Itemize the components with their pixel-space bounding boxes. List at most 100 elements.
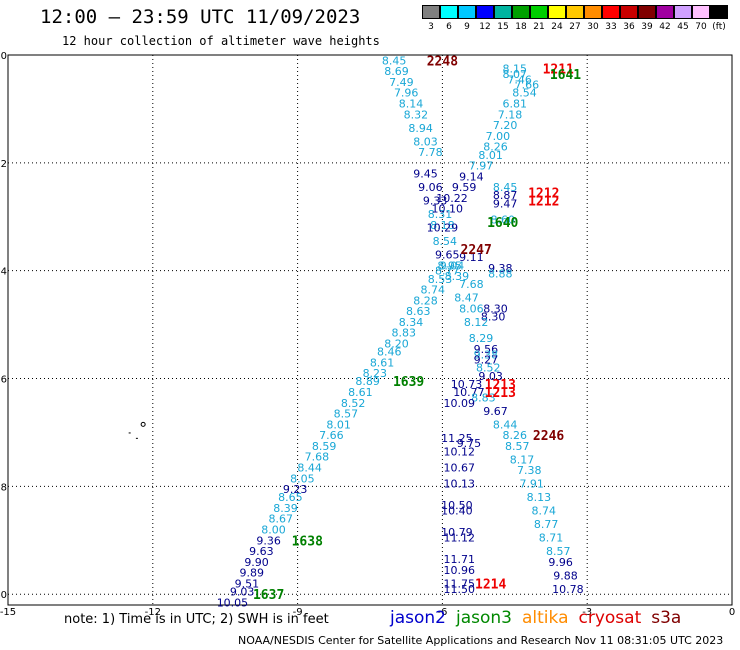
swh-value-label: 11.75 <box>444 577 476 590</box>
swh-value-label: 10.13 <box>444 478 476 491</box>
colorbar-label: 36 <box>623 22 635 32</box>
swh-value-label: 9.23 <box>283 483 308 496</box>
swh-value-label: 7.66 <box>319 429 344 442</box>
colorbar-label: 70 <box>695 22 707 32</box>
swh-value-label: 8.29 <box>469 332 494 345</box>
swh-value-label: 10.67 <box>444 462 476 475</box>
colorbar-swatch <box>692 5 710 19</box>
y-tick-label: -32 <box>0 159 7 170</box>
swh-value-label: 9.36 <box>256 534 281 547</box>
legend-entry: altika <box>522 608 569 628</box>
x-tick-label: -15 <box>0 607 16 618</box>
colorbar-swatch <box>512 5 530 19</box>
pass-time-label: 1638 <box>292 534 323 549</box>
colorbar-swatch <box>602 5 620 19</box>
swh-value-label: 8.61 <box>348 386 373 399</box>
swh-value-label: 7.97 <box>469 160 494 173</box>
swh-value-label: 10.79 <box>441 526 473 539</box>
swh-value-label: 8.54 <box>433 235 458 248</box>
colorbar-label: 45 <box>677 22 689 32</box>
swh-value-label: 10.78 <box>552 583 584 596</box>
swh-value-label: 11.71 <box>444 553 476 566</box>
swh-value-label: 9.11 <box>459 251 484 264</box>
swh-value-label: 8.23 <box>363 367 388 380</box>
swh-value-label: 9.65 <box>435 249 460 262</box>
colorbar-label: 6 <box>446 22 452 32</box>
legend-entry: cryosat <box>578 608 642 628</box>
swh-value-label: 8.54 <box>512 87 537 100</box>
swh-value-label: 8.12 <box>464 316 489 329</box>
colorbar-swatch <box>422 5 440 19</box>
swh-value-label: 8.32 <box>404 108 429 121</box>
swh-value-label: 11.25 <box>441 432 473 445</box>
colorbar-swatch <box>584 5 602 19</box>
swh-value-label: 8.03 <box>413 135 438 148</box>
swh-value-label: 8.65 <box>278 491 303 504</box>
swh-value-label: 7.20 <box>493 119 518 132</box>
swh-value-label: 7.18 <box>498 108 523 121</box>
swh-value-label: 8.47 <box>454 292 479 305</box>
colorbar-swatch <box>674 5 692 19</box>
colorbar-label: 12 <box>479 22 491 32</box>
swh-value-label: 9.06 <box>418 181 443 194</box>
swh-value-label: 7.96 <box>394 87 419 100</box>
swh-value-label: 9.03 <box>478 370 503 383</box>
pass-time-label: 1214 <box>475 577 506 592</box>
swh-value-label: 9.03 <box>230 586 255 599</box>
pass-time-label: 1212 <box>528 187 559 202</box>
swh-value-label: 8.45 <box>382 54 407 67</box>
swh-value-label: 8.71 <box>539 532 564 545</box>
swh-value-label: 8.89 <box>355 375 380 388</box>
colorbar-swatch <box>656 5 674 19</box>
colorbar-swatch <box>476 5 494 19</box>
swh-value-label: 9.38 <box>488 262 513 275</box>
swh-value-label: 8.59 <box>312 440 337 453</box>
colorbar-label: 15 <box>497 22 509 32</box>
swh-value-label: 8.77 <box>534 518 559 531</box>
swh-value-label: 8.74 <box>532 505 557 518</box>
legend-entry: jason2 <box>390 608 446 628</box>
swh-value-label: 8.53 <box>428 273 453 286</box>
x-tick-label: 0 <box>729 607 735 618</box>
swh-value-label: 8.26 <box>483 141 508 154</box>
swh-value-label: 10.09 <box>444 397 476 410</box>
swh-value-label: 10.10 <box>431 203 463 216</box>
y-tick-label: -38 <box>0 482 7 493</box>
swh-value-label: 8.28 <box>413 294 438 307</box>
swh-value-label: 9.59 <box>452 181 477 194</box>
swh-value-label: 9.89 <box>239 567 264 580</box>
swh-value-label: 9.67 <box>483 405 508 418</box>
credit-line: NOAA/NESDIS Center for Satellite Applica… <box>238 634 724 647</box>
colorbar-swatch <box>548 5 566 19</box>
swh-value-label: 8.30 <box>483 302 508 315</box>
swh-value-label: 9.33 <box>423 195 448 208</box>
swh-value-label: 10.77 <box>453 386 485 399</box>
colorbar-label: 42 <box>659 22 671 32</box>
pass-time-label: 1212 <box>528 195 559 210</box>
island-mark <box>140 421 146 427</box>
swh-value-label: 9.47 <box>493 197 518 210</box>
colorbar-swatch <box>530 5 548 19</box>
legend-entry: s3a <box>651 608 682 628</box>
colorbar-label: 30 <box>587 22 599 32</box>
colorbar-label: 24 <box>551 22 563 32</box>
swh-value-label: 8.45 <box>493 181 518 194</box>
colorbar-swatch <box>710 5 728 19</box>
swh-value-label: 10.73 <box>451 378 483 391</box>
pass-time-label: 2248 <box>427 54 458 69</box>
colorbar-swatch <box>566 5 584 19</box>
swh-value-label: 9.27 <box>474 354 499 367</box>
swh-value-label: 8.07 <box>503 68 528 81</box>
island-mark <box>135 437 138 439</box>
pass-time-label: 1213 <box>485 386 516 401</box>
pass-time-label: 1641 <box>550 68 581 83</box>
swh-value-label: 7.91 <box>519 478 544 491</box>
swh-value-label: 8.57 <box>334 408 359 421</box>
y-tick-label: -34 <box>0 267 7 278</box>
y-tick-label: -30 <box>0 51 7 62</box>
colorbar-swatch <box>620 5 638 19</box>
y-tick-label: -40 <box>0 590 7 601</box>
swh-value-label: 8.83 <box>392 327 417 340</box>
y-tick-label: -36 <box>0 375 7 386</box>
swh-value-label: 8.94 <box>408 122 433 135</box>
